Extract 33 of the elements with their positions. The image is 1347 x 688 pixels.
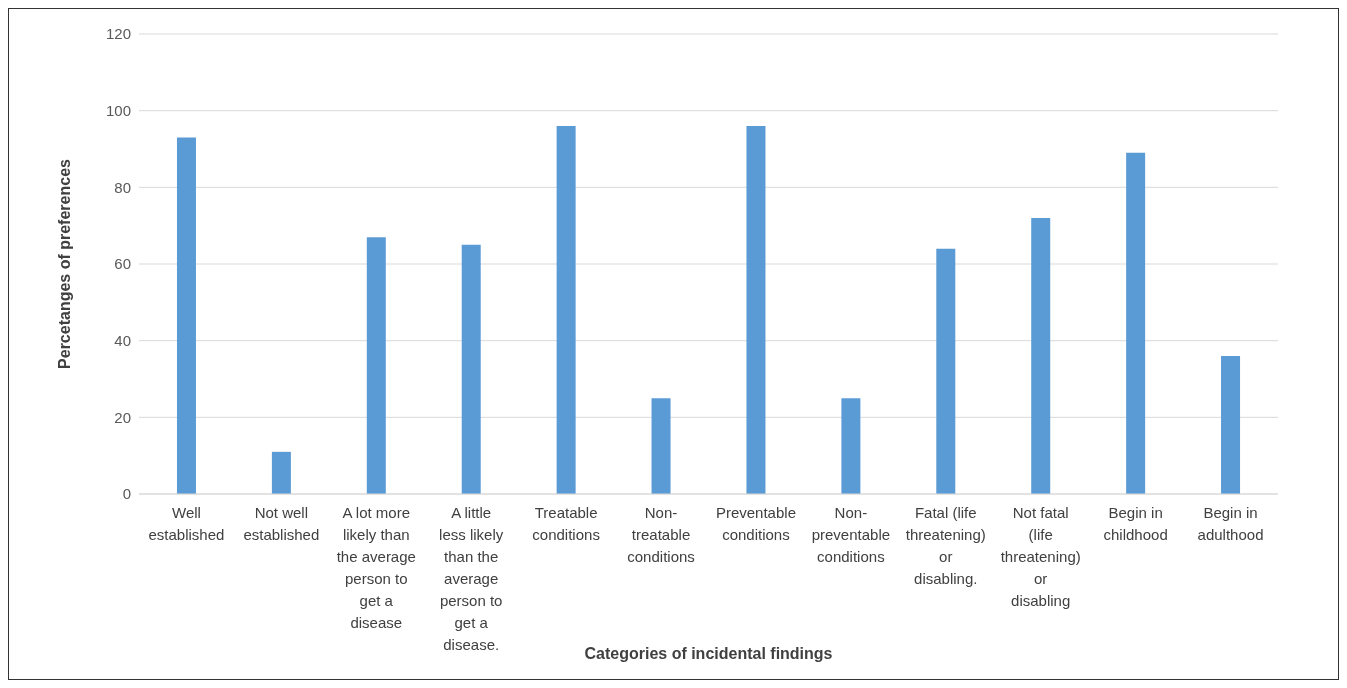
bar [461,244,481,494]
bar [366,237,386,494]
bar [271,451,291,494]
x-tick-label: A lot more likely than the average person to get a disease [336,504,416,631]
bar [936,248,956,494]
x-tick-label: Not fatal (life threatening) or disabling [1000,504,1081,609]
x-axis-title: Categories of incidental findings [584,645,833,662]
x-tick-label: A little less likely than the average person to get a disease. [439,504,504,653]
x-tick-label: Fatal (life threatening) or disabling. [905,504,986,587]
x-tick-label: Well established [148,504,225,543]
bar [176,137,196,494]
x-tick-label: Treatable conditions [532,504,600,543]
x-tick-label: Non-treatable conditions [627,504,695,565]
y-tick-label: 80 [114,178,131,196]
bar [746,126,766,494]
y-tick-label: 40 [114,331,131,349]
x-tick-label: Begin in adulthood [1197,504,1264,543]
y-tick-label: 20 [114,408,131,426]
bar [1031,218,1051,494]
bar [1221,356,1241,494]
x-tick-label: Preventable conditions [715,504,796,543]
y-tick-label: 60 [114,255,131,273]
x-tick-label: Begin in childhood [1103,504,1168,543]
y-axis-title: Percetanges of preferences [55,158,73,369]
y-tick-label: 120 [105,25,131,43]
bar [556,126,576,494]
x-tick-label: Not well established [243,504,320,543]
bar [651,398,671,494]
bar [841,398,861,494]
y-tick-label: 0 [122,485,131,503]
x-tick-label: Non-preventable conditions [811,504,891,565]
y-tick-label: 100 [105,101,131,119]
bar [1126,152,1146,494]
